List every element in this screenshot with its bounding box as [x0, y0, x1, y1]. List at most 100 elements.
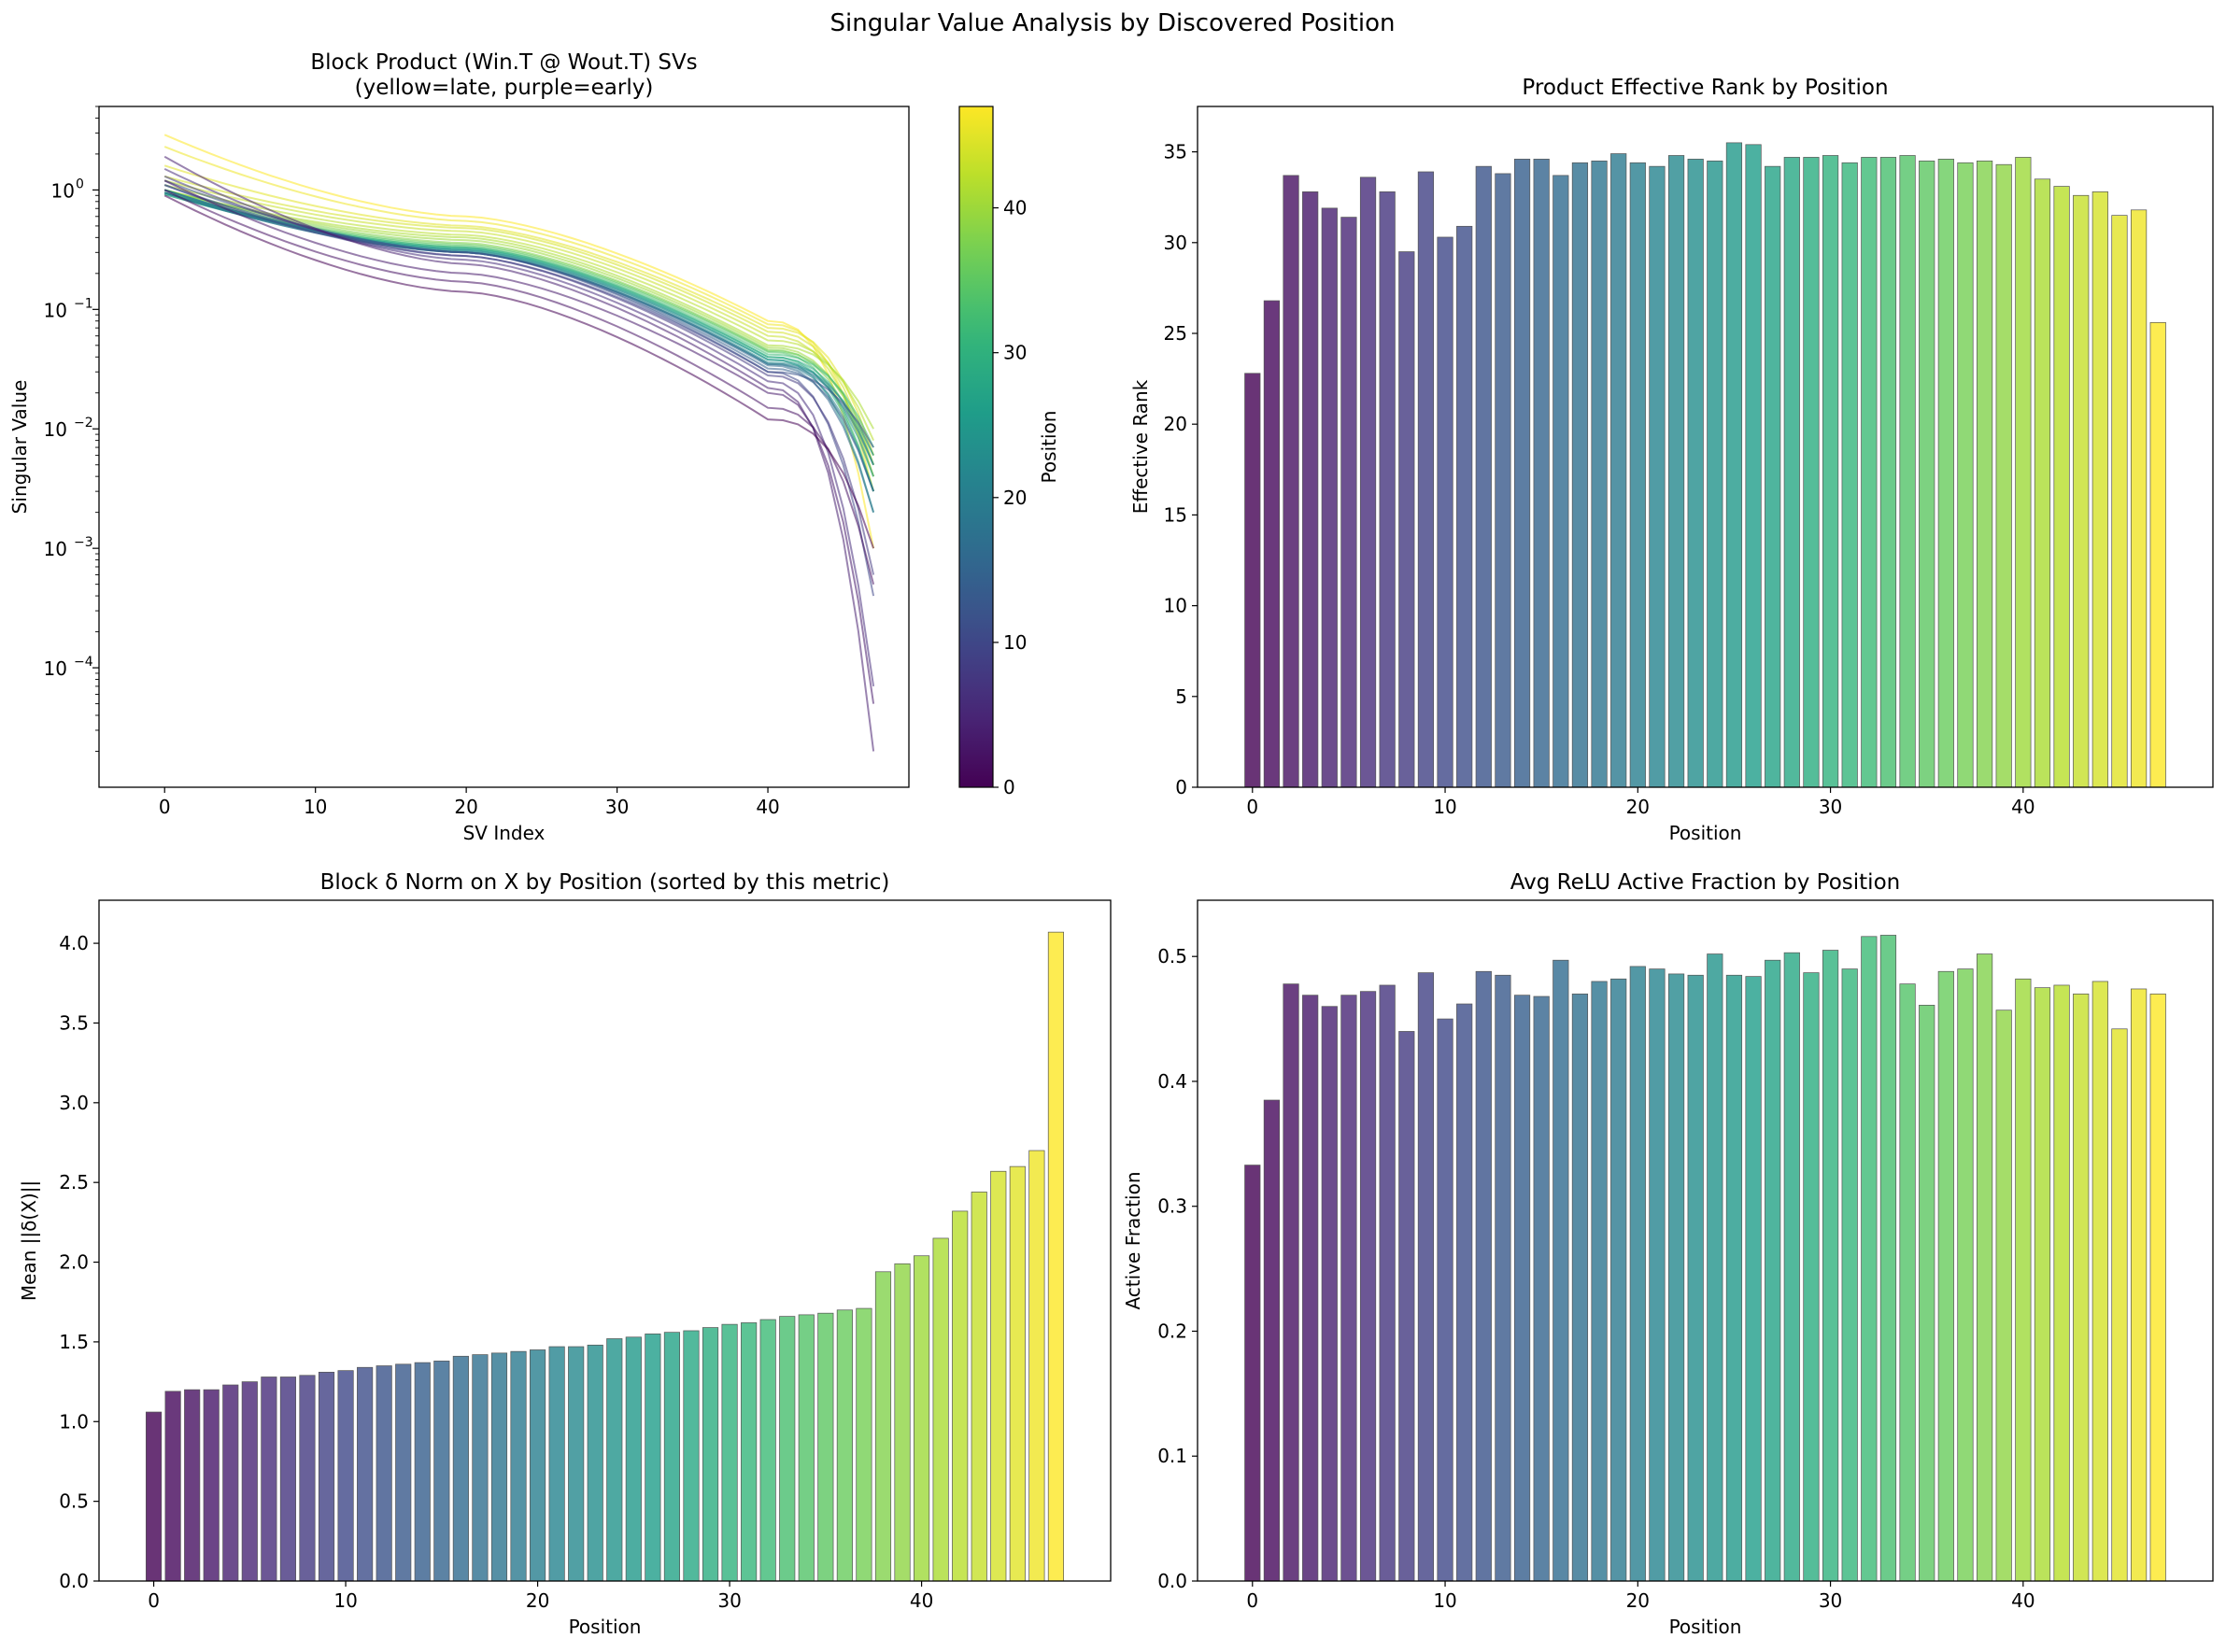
colorbar-label: Position: [1038, 411, 1060, 484]
x-tick-label: 10: [304, 796, 327, 818]
y-tick-exponent: −1: [74, 296, 93, 311]
bar: [1629, 162, 1646, 788]
y-tick-label: 25: [1164, 322, 1187, 345]
bar: [971, 1192, 987, 1582]
y-tick-label: 10: [44, 538, 67, 560]
chart-title: Avg ReLU Active Fraction by Position: [1510, 870, 1900, 895]
bar: [1725, 142, 1743, 788]
y-tick-label: 0.2: [1157, 1320, 1187, 1342]
bar: [510, 1350, 527, 1582]
bar: [164, 1391, 181, 1582]
x-tick-label: 0: [148, 1589, 160, 1612]
bar: [1379, 984, 1396, 1582]
bar: [874, 1271, 892, 1582]
bar: [472, 1354, 489, 1582]
bar: [203, 1389, 220, 1582]
x-tick-label: 0: [159, 796, 171, 818]
plot-frame: [98, 899, 1112, 1582]
bar: [1937, 970, 1954, 1582]
bar: [587, 1344, 603, 1582]
bar: [932, 1237, 949, 1582]
bar: [914, 1255, 930, 1582]
bar: [1591, 160, 1608, 788]
bar: [1283, 983, 1299, 1582]
bar: [1783, 157, 1800, 788]
bar: [1533, 995, 1550, 1582]
x-tick-label: 30: [1819, 1589, 1842, 1612]
bar: [1841, 968, 1858, 1582]
bar: [1495, 173, 1511, 788]
bar: [1707, 953, 1723, 1582]
bar: [2015, 978, 2032, 1582]
bar: [1475, 165, 1492, 788]
bar: [1359, 991, 1377, 1582]
bar: [1687, 974, 1704, 1582]
y-tick-label: 0.5: [59, 1490, 89, 1513]
relu-active-fraction-bar-chart: 0 10 20 30 40 0.0 0.1 0.2 0.3 0.4 0.5 Avg ReLU Acti…: [1122, 870, 2214, 1638]
bar: [1302, 995, 1319, 1582]
bar: [1283, 175, 1299, 788]
bar: [1009, 1165, 1026, 1582]
bar: [1553, 175, 1569, 788]
bar: [1919, 160, 1935, 788]
colorbar-tick-label: 10: [1003, 631, 1027, 654]
bar: [1263, 300, 1281, 788]
bar: [1783, 952, 1800, 1582]
bar: [1919, 1005, 1935, 1582]
bar: [663, 1332, 680, 1582]
y-tick-label: 2.0: [59, 1251, 89, 1274]
x-tick-label: 10: [333, 1589, 357, 1612]
x-tick-label: 0: [1246, 796, 1258, 818]
bar: [145, 1411, 163, 1582]
bar: [2149, 321, 2166, 788]
bar: [1667, 155, 1685, 788]
bar: [1976, 160, 1993, 788]
bar: [683, 1330, 700, 1582]
y-tick-label: 5: [1175, 685, 1187, 708]
bar: [1398, 251, 1415, 788]
y-tick-label: 10: [44, 657, 67, 680]
bar: [1263, 1099, 1281, 1582]
bar: [1937, 159, 1954, 788]
sv-curve: [163, 184, 875, 492]
chart-title: Product Effective Rank by Position: [1522, 76, 1888, 100]
sv-curve: [163, 189, 875, 585]
bar: [490, 1352, 508, 1582]
y-tick-label: 10: [44, 418, 67, 441]
bar: [817, 1312, 834, 1582]
bar: [1667, 973, 1685, 1582]
bar: [606, 1338, 623, 1582]
sv-curve: [163, 175, 875, 575]
y-tick-label: 0.1: [1157, 1445, 1187, 1467]
sv-curve: [163, 191, 875, 492]
bar: [1571, 993, 1589, 1582]
sv-curve: [163, 194, 875, 549]
y-axis-label: Active Fraction: [1122, 1171, 1144, 1309]
y-tick-label: 30: [1164, 232, 1187, 254]
bar: [702, 1327, 719, 1582]
bar: [299, 1375, 316, 1582]
chart-title: Block Product (Win.T @ Wout.T) SVs: [310, 50, 697, 75]
figure-suptitle: Singular Value Analysis by Discovered Po…: [830, 9, 1396, 37]
bar: [1244, 373, 1261, 788]
bar: [1822, 155, 1839, 788]
bar: [1028, 1150, 1045, 1582]
x-tick-label: 20: [454, 796, 477, 818]
bar: [759, 1319, 776, 1582]
y-tick-label: 15: [1164, 503, 1187, 526]
y-tick-label: 0.0: [59, 1570, 89, 1592]
bar: [2111, 1028, 2128, 1582]
bar: [856, 1307, 872, 1582]
bar: [1629, 966, 1646, 1582]
bar: [721, 1323, 738, 1582]
x-tick-label: 40: [910, 1589, 933, 1612]
bar: [2130, 209, 2148, 788]
bar: [1707, 160, 1723, 788]
bar: [1321, 1006, 1338, 1582]
chart-title: Block δ Norm on X by Position (sorted by…: [320, 870, 890, 895]
bar: [1610, 978, 1627, 1582]
y-tick-exponent: −4: [74, 655, 93, 670]
bar: [2034, 178, 2051, 788]
bar: [1610, 153, 1627, 788]
y-tick-label: 0.0: [1157, 1570, 1187, 1592]
